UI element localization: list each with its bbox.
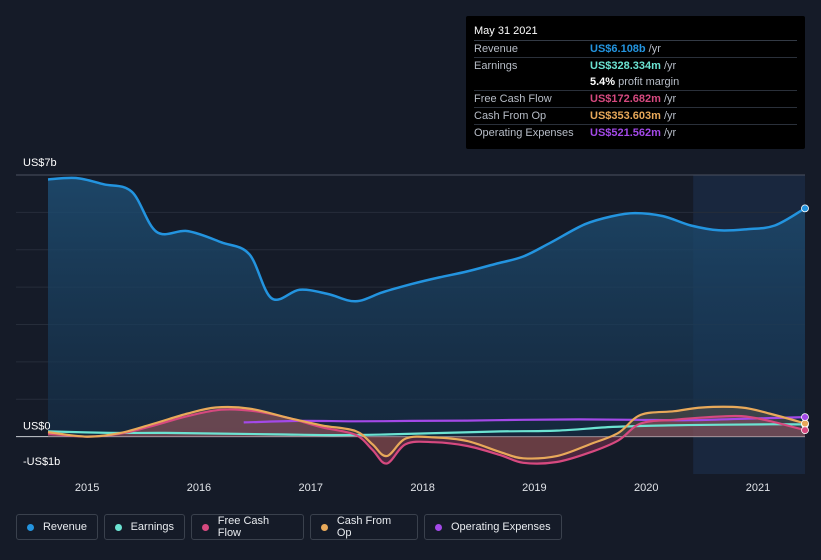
area-free-cash-flow xyxy=(48,409,805,464)
x-tick-label: 2019 xyxy=(522,482,546,494)
legend-label: Operating Expenses xyxy=(451,521,551,533)
x-tick-label: 2018 xyxy=(410,482,434,494)
line-free-cash-flow xyxy=(47,408,806,465)
x-tick-label: 2021 xyxy=(746,482,770,494)
line-operating-expenses xyxy=(243,416,806,424)
tooltip-label: Free Cash Flow xyxy=(474,93,552,105)
legend-label: Free Cash Flow xyxy=(217,515,270,539)
area-revenue xyxy=(48,177,805,437)
chart-legend: Revenue Earnings Free Cash Flow Cash Fro… xyxy=(16,514,562,540)
legend-item-free-cash-flow[interactable]: Free Cash Flow xyxy=(191,514,304,540)
tooltip-unit: /yr xyxy=(663,127,677,139)
tooltip-value: US$172.682m xyxy=(590,93,661,105)
tooltip-row-opex: Operating Expenses US$521.562m /yr xyxy=(474,125,797,141)
tooltip-row-earnings: Earnings US$328.334m /yr xyxy=(474,58,797,74)
end-marker-operating-expenses xyxy=(801,413,809,422)
legend-item-earnings[interactable]: Earnings xyxy=(104,514,185,540)
end-marker-free-cash-flow xyxy=(801,426,809,435)
tooltip-date: May 31 2021 xyxy=(474,23,797,41)
tooltip-value: US$6.108b xyxy=(590,43,646,55)
tooltip-unit: /yr xyxy=(648,43,661,55)
financials-chart: US$7b US$0 -US$1b 2015 2016 2017 2018 2019 2020 2… xyxy=(16,157,809,494)
legend-dot-icon xyxy=(27,523,34,531)
legend-dot-icon xyxy=(202,523,209,531)
tooltip-row-revenue: Revenue US$6.108b /yr xyxy=(474,41,797,58)
legend-item-cash-from-op[interactable]: Cash From Op xyxy=(310,514,418,540)
tooltip-unit: /yr xyxy=(663,93,677,105)
tooltip-unit: profit margin xyxy=(618,76,680,88)
tooltip-label: Cash From Op xyxy=(474,110,547,122)
end-marker-revenue xyxy=(801,204,809,213)
line-revenue xyxy=(47,176,806,303)
y-axis-zero-label: US$0 xyxy=(23,421,51,433)
legend-label: Cash From Op xyxy=(336,515,392,539)
x-tick-label: 2015 xyxy=(75,482,99,494)
tooltip-unit: /yr xyxy=(663,110,677,122)
line-cash-from-op xyxy=(47,405,806,460)
area-cash-from-op xyxy=(48,406,805,459)
legend-item-operating-expenses[interactable]: Operating Expenses xyxy=(424,514,562,540)
x-tick-label: 2016 xyxy=(187,482,211,494)
x-tick-label: 2020 xyxy=(634,482,658,494)
tooltip-value: 5.4% xyxy=(590,76,616,88)
tooltip-value: US$328.334m xyxy=(590,60,661,72)
tooltip-label: Revenue xyxy=(474,43,519,55)
x-tick-label: 2017 xyxy=(299,482,323,494)
y-axis-bottom-label: -US$1b xyxy=(23,456,60,468)
tooltip-row-cfo: Cash From Op US$353.603m /yr xyxy=(474,108,797,125)
tooltip-unit: /yr xyxy=(663,60,677,72)
legend-label: Revenue xyxy=(42,521,87,533)
tooltip-label: Operating Expenses xyxy=(474,127,574,139)
line-earnings xyxy=(47,423,806,437)
legend-dot-icon xyxy=(435,523,442,531)
y-axis-top-label: US$7b xyxy=(23,157,57,169)
legend-dot-icon xyxy=(115,523,122,531)
tooltip-row-fcf: Free Cash Flow US$172.682m /yr xyxy=(474,91,797,108)
legend-dot-icon xyxy=(321,523,328,531)
tooltip-value: US$353.603m xyxy=(590,110,661,122)
legend-item-revenue[interactable]: Revenue xyxy=(16,514,98,540)
legend-label: Earnings xyxy=(130,521,174,533)
tooltip-value: US$521.562m xyxy=(590,127,661,139)
tooltip-row-margin: 5.4% profit margin xyxy=(474,74,797,91)
tooltip-label xyxy=(474,74,590,90)
tooltip-label: Earnings xyxy=(474,60,518,72)
tooltip-panel: May 31 2021 Revenue US$6.108b /yr Earnin… xyxy=(466,16,805,149)
